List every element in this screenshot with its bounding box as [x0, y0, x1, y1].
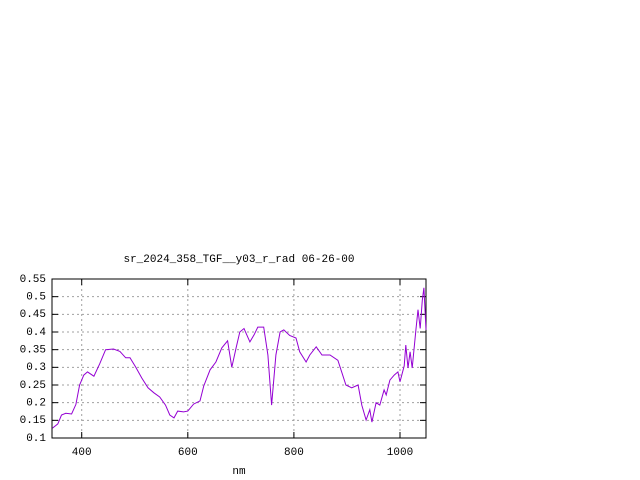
plot-frame [51, 278, 427, 439]
x-axis-label: nm [232, 466, 246, 478]
y-tick-label: 0.45 [20, 309, 46, 321]
y-tick-label: 0.15 [20, 415, 46, 427]
y-tick-label: 0.5 [26, 292, 46, 304]
x-tick-label: 1000 [387, 447, 413, 459]
chart-title: sr_2024_358_TGF__y03_r_rad 06-26-00 [123, 254, 354, 266]
y-tick-label: 0.1 [26, 433, 46, 445]
y-tick-label: 0.25 [20, 380, 46, 392]
x-tick-label: 600 [178, 447, 198, 459]
x-tick-label: 400 [72, 447, 92, 459]
y-tick-label: 0.4 [26, 327, 46, 339]
x-tick-label: 800 [284, 447, 304, 459]
y-tick-label: 0.35 [20, 345, 46, 357]
y-tick-label: 0.55 [20, 274, 46, 286]
data-line [52, 287, 427, 429]
y-tick-label: 0.2 [26, 398, 46, 410]
y-tick-label: 0.3 [26, 362, 46, 374]
